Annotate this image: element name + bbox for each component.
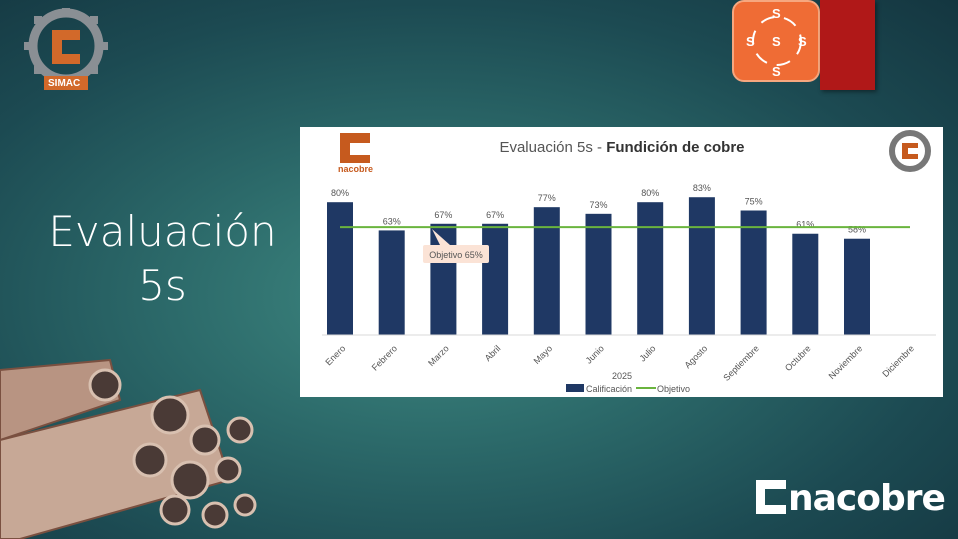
- s-letter: S: [772, 64, 781, 79]
- data-label: 67%: [434, 210, 452, 220]
- nacobre-chart-logo: nacobre: [338, 133, 373, 174]
- x-tick-label: Julio: [637, 343, 657, 363]
- data-label: 75%: [745, 197, 763, 207]
- copper-pipes-image: [0, 358, 257, 539]
- bar-chart: nacobre Evaluación 5s - Fundición de cob…: [322, 130, 936, 394]
- data-label: 80%: [331, 188, 349, 198]
- data-label: 58%: [848, 225, 866, 235]
- bar-octubre: [792, 233, 819, 335]
- x-tick-label: Junio: [584, 343, 606, 365]
- x-tick-label: Febrero: [370, 343, 399, 372]
- title-line-1: Evaluación: [48, 207, 277, 256]
- bar-abril: [482, 223, 509, 335]
- s-letter: S: [746, 34, 755, 49]
- x-tick-label: Mayo: [532, 343, 555, 366]
- s-letter: S: [772, 6, 781, 21]
- legend-label-calificacion: Calificación: [586, 384, 632, 394]
- 5s-logo: S S S S S: [732, 0, 820, 82]
- x-tick-label: Noviembre: [827, 343, 865, 381]
- title-line-2: 5s: [138, 261, 187, 310]
- nacobre-chart-logo-text: nacobre: [338, 164, 373, 174]
- x-tick-label: Octubre: [783, 343, 813, 373]
- x-tick-label: Enero: [323, 343, 347, 367]
- x-tick-label: Agosto: [682, 343, 709, 370]
- data-label: 73%: [589, 200, 607, 210]
- simac-text: SIMAC: [48, 78, 81, 89]
- bar-enero: [327, 202, 353, 335]
- bar-julio: [637, 202, 664, 335]
- s-letter: S: [772, 34, 781, 49]
- slide-title: Evaluación 5s: [20, 205, 305, 313]
- simac-chart-logo: [889, 130, 931, 172]
- nacobre-logo-mark: [756, 480, 786, 514]
- data-label: 63%: [383, 216, 401, 226]
- nacobre-logo-text: nacobre: [788, 478, 946, 519]
- bar-agosto: [688, 197, 715, 335]
- legend-label-objetivo: Objetivo: [657, 384, 690, 394]
- bar-noviembre: [844, 238, 870, 335]
- bar-mayo: [533, 207, 560, 335]
- legend-swatch-calificacion: [566, 384, 584, 392]
- s-letter: S: [798, 34, 807, 49]
- bar-septiembre: [740, 210, 767, 335]
- bar-febrero: [378, 230, 405, 335]
- data-label: 80%: [641, 188, 659, 198]
- legend: Calificación Objetivo: [566, 384, 690, 394]
- data-label: 77%: [538, 193, 556, 203]
- x-tick-label: Diciembre: [880, 343, 916, 379]
- objective-callout-text: Objetivo 65%: [429, 250, 483, 260]
- chart-title: Evaluación 5s - Fundición de cobre: [499, 139, 744, 156]
- x-tick-label: Septiembre: [721, 343, 761, 383]
- chart-panel: nacobre Evaluación 5s - Fundición de cob…: [300, 127, 943, 397]
- bar-junio: [585, 213, 612, 335]
- nacobre-logo: nacobre: [756, 478, 946, 519]
- red-accent-bar: [820, 0, 875, 90]
- data-label: 83%: [693, 183, 711, 193]
- x-tick-label: Abril: [483, 343, 503, 363]
- data-label: 67%: [486, 210, 504, 220]
- x-tick-label: Marzo: [426, 343, 451, 368]
- objective-callout: Objetivo 65%: [423, 229, 489, 263]
- simac-logo: SIMAC: [18, 6, 114, 94]
- x-axis-title: 2025: [612, 371, 632, 381]
- data-label: 61%: [796, 220, 814, 230]
